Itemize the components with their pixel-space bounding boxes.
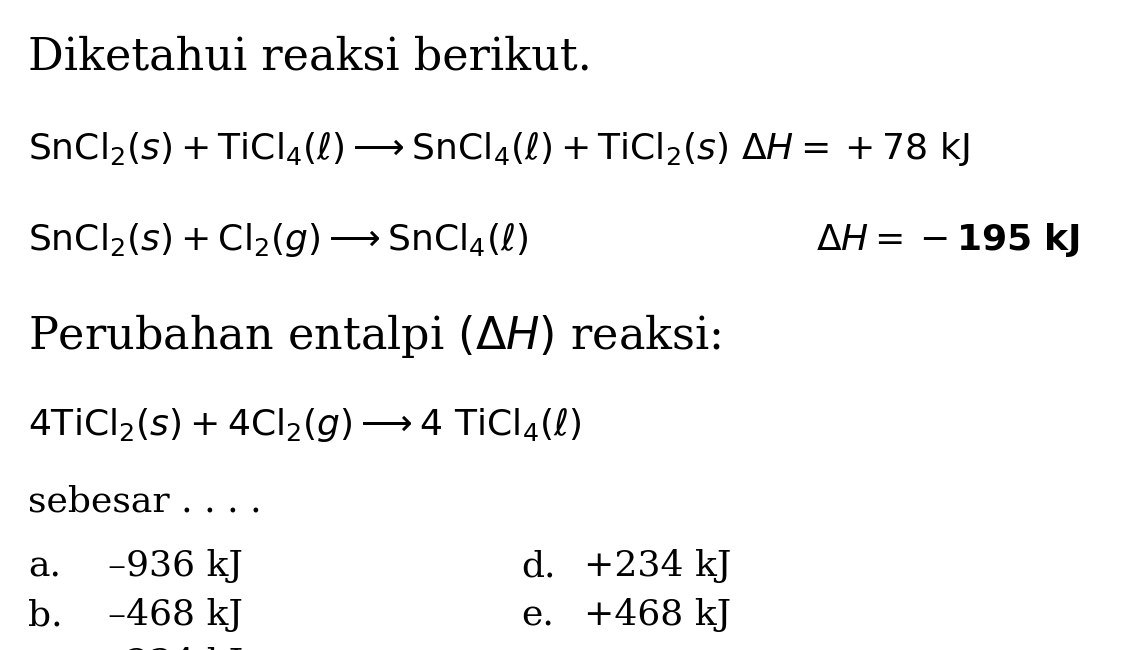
Text: d.: d. — [522, 549, 556, 583]
Text: sebesar . . . .: sebesar . . . . — [28, 484, 262, 518]
Text: $\Delta H = -\mathbf{195}\ \mathbf{kJ}$: $\Delta H = -\mathbf{195}\ \mathbf{kJ}$ — [816, 221, 1081, 259]
Text: +234 kJ: +234 kJ — [584, 549, 731, 583]
Text: $\mathrm{SnCl_2}(s) + \mathrm{Cl_2}(g) \longrightarrow \mathrm{SnCl_4}(\ell)$: $\mathrm{SnCl_2}(s) + \mathrm{Cl_2}(g) \… — [28, 221, 528, 259]
Text: b.: b. — [28, 598, 64, 632]
Text: $\mathrm{SnCl_2}(s) + \mathrm{TiCl_4}(\ell) \longrightarrow \mathrm{SnCl_4}(\ell: $\mathrm{SnCl_2}(s) + \mathrm{TiCl_4}(\e… — [28, 130, 970, 168]
Text: Diketahui reaksi berikut.: Diketahui reaksi berikut. — [28, 36, 592, 79]
Text: +468 kJ: +468 kJ — [584, 598, 731, 632]
Text: e.: e. — [522, 598, 555, 632]
Text: $\mathrm{4TiCl_2}(s) + \mathrm{4Cl_2}(g) \longrightarrow 4\ \mathrm{TiCl_4}(\ell: $\mathrm{4TiCl_2}(s) + \mathrm{4Cl_2}(g)… — [28, 406, 582, 444]
Text: a.: a. — [28, 549, 61, 583]
Text: –936 kJ: –936 kJ — [108, 549, 243, 583]
Text: –234 kJ: –234 kJ — [108, 647, 243, 650]
Text: –468 kJ: –468 kJ — [108, 598, 243, 632]
Text: Perubahan entalpi $(\Delta H)$ reaksi:: Perubahan entalpi $(\Delta H)$ reaksi: — [28, 312, 721, 360]
Text: c.: c. — [28, 647, 60, 650]
